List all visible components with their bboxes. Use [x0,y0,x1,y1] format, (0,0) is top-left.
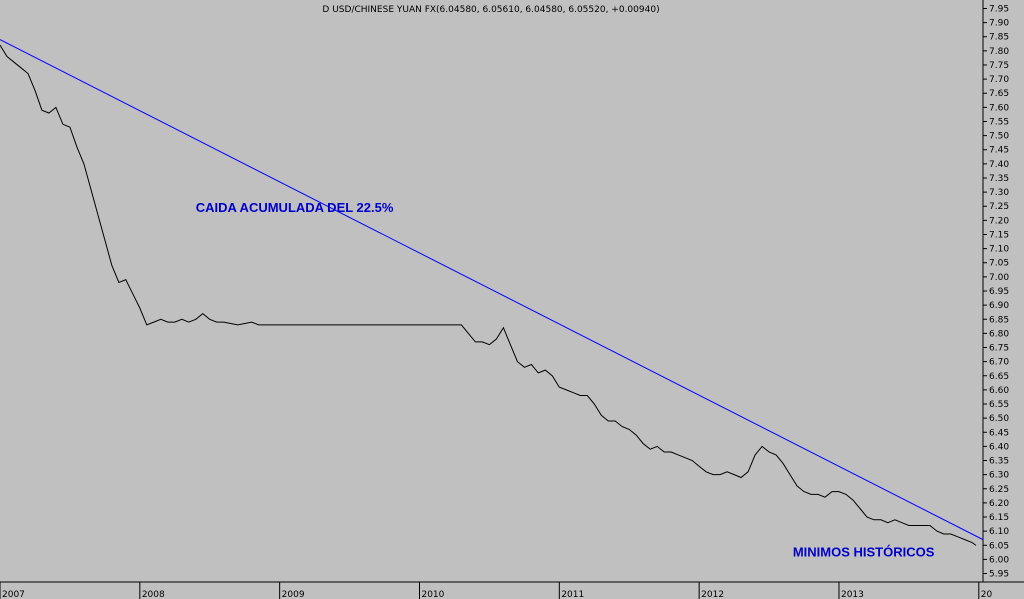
y-tick-label: 6.65 [989,372,1009,382]
annotation-historic-lows: MINIMOS HISTÓRICOS [793,545,935,560]
x-tick-label: 2009 [282,590,305,599]
y-tick-label: 7.90 [989,19,1009,29]
y-tick-label: 6.75 [989,344,1009,354]
y-tick-label: 6.85 [989,315,1009,325]
y-tick-label: 6.50 [989,414,1009,424]
y-axis-ticks: 5.95 6.00 6.05 6.10 6.15 6.20 6.25 6.30 6.35 6.40… [983,4,1009,580]
y-tick-label: 6.95 [989,287,1009,297]
y-tick-label: 6.25 [989,485,1009,495]
y-tick-label: 6.30 [989,471,1009,481]
annotation-accumulated-drop: CAIDA ACUMULADA DEL 22.5% [196,200,394,215]
y-tick-label: 7.45 [989,146,1009,156]
y-tick-label: 7.60 [989,103,1009,113]
y-tick-label: 6.60 [989,386,1009,396]
trendline [0,39,984,541]
y-tick-label: 6.90 [989,301,1009,311]
y-tick-label: 7.95 [989,4,1009,14]
y-tick-label: 7.65 [989,89,1009,99]
y-tick-label: 7.30 [989,188,1009,198]
y-tick-label: 6.15 [989,513,1009,523]
y-tick-label: 7.15 [989,230,1009,240]
y-tick-label: 6.05 [989,541,1009,551]
x-tick-label: 2010 [421,590,444,599]
y-tick-label: 7.50 [989,132,1009,142]
y-tick-label: 6.70 [989,358,1009,368]
x-tick-label: 2013 [841,590,864,599]
y-tick-label: 6.45 [989,428,1009,438]
y-tick-label: 7.10 [989,245,1009,255]
y-tick-label: 7.40 [989,160,1009,170]
y-tick-label: 6.10 [989,527,1009,537]
y-tick-label: 7.00 [989,273,1009,283]
x-tick-label: 2011 [561,590,584,599]
y-tick-label: 6.40 [989,442,1009,452]
x-tick-label: 2008 [142,590,165,599]
y-tick-label: 7.25 [989,202,1009,212]
y-tick-label: 7.75 [989,61,1009,71]
y-tick-label: 5.95 [989,570,1009,580]
y-tick-label: 7.55 [989,117,1009,127]
y-tick-label: 6.20 [989,499,1009,509]
y-tick-label: 7.85 [989,33,1009,43]
x-tick-label: 2012 [701,590,724,599]
y-tick-label: 7.35 [989,174,1009,184]
y-tick-label: 7.80 [989,47,1009,57]
x-tick-label: 20 [981,590,993,599]
y-tick-label: 7.05 [989,259,1009,269]
plot-area [0,0,983,582]
y-tick-label: 7.70 [989,75,1009,85]
x-axis-ticks: 2007 2008 2009 2010 2011 2012 2013 20 [0,582,993,599]
y-tick-label: 6.55 [989,400,1009,410]
y-tick-label: 7.20 [989,216,1009,226]
y-tick-label: 6.00 [989,555,1009,565]
price-series-line [0,44,977,546]
y-tick-label: 6.80 [989,329,1009,339]
chart-title: D USD/CHINESE YUAN FX(6.04580, 6.05610, … [322,5,659,15]
y-tick-label: 6.35 [989,457,1009,467]
x-tick-label: 2007 [2,590,25,599]
